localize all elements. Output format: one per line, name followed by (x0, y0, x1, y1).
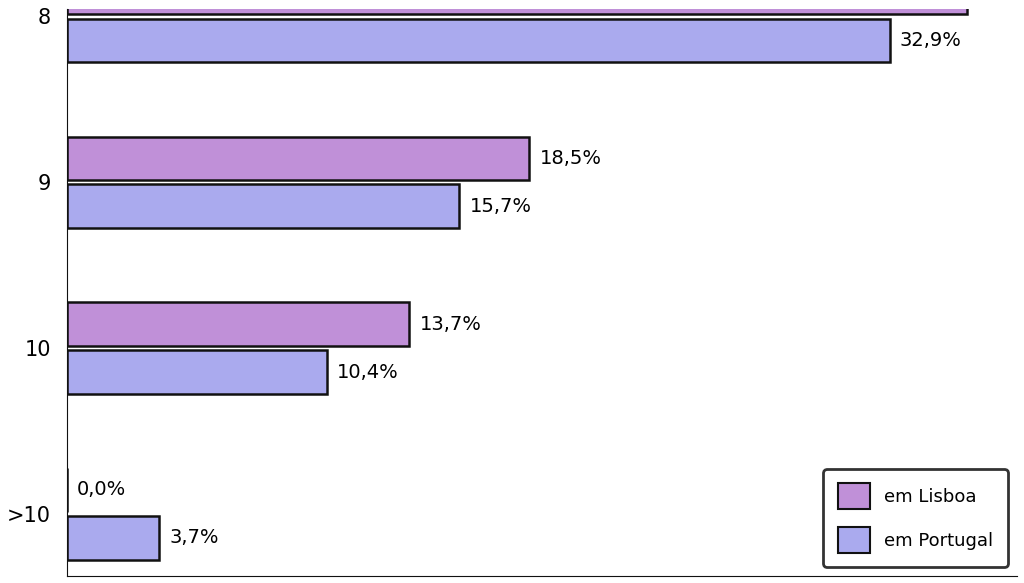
Text: 13,7%: 13,7% (420, 315, 481, 333)
Bar (67, 136, 529, 180)
Text: 18,5%: 18,5% (540, 149, 601, 168)
Legend: em Lisboa, em Portugal: em Lisboa, em Portugal (823, 469, 1008, 567)
Bar (67, 0, 967, 14)
Bar (67, 303, 410, 346)
Text: 15,7%: 15,7% (469, 196, 531, 216)
Bar (67, 184, 460, 228)
Bar (67, 19, 890, 62)
Bar (67, 516, 160, 560)
Text: 32,9%: 32,9% (899, 31, 962, 50)
Text: 0,0%: 0,0% (77, 480, 126, 500)
Text: 3,7%: 3,7% (169, 528, 219, 547)
Text: 10,4%: 10,4% (337, 363, 398, 381)
Bar (67, 350, 327, 394)
